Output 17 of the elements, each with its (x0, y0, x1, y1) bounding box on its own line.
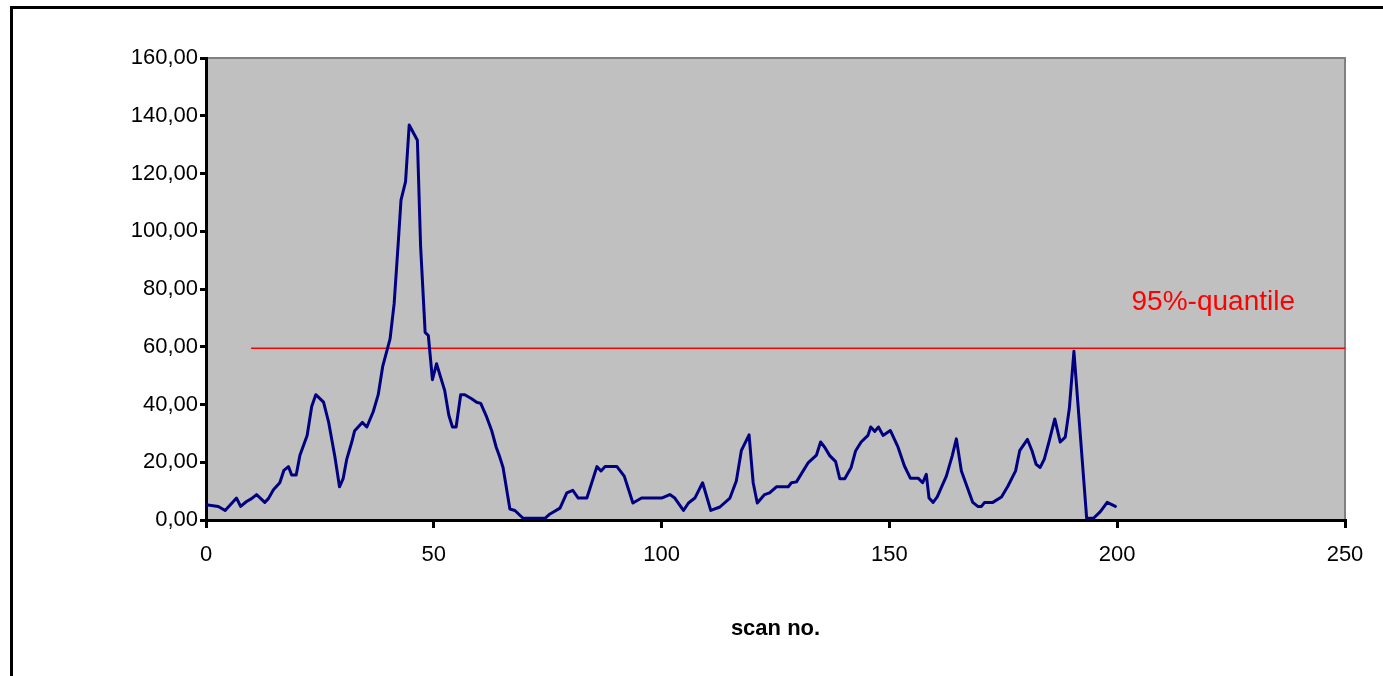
y-tick-label: 140,00 (130, 101, 198, 127)
y-tick-label: 80,00 (142, 275, 198, 301)
y-tick-label: 40,00 (142, 390, 198, 416)
x-axis-title: scan no. (730, 614, 821, 640)
x-tick-label: 150 (871, 541, 908, 567)
x-tick-label: 100 (643, 541, 680, 567)
x-tick-label: 50 (421, 541, 447, 567)
y-tick-label: 120,00 (130, 159, 198, 185)
x-tick-label: 250 (1326, 541, 1364, 567)
series-label: 95%-quantile (1131, 284, 1295, 316)
y-tick-label: 160,00 (130, 44, 198, 70)
y-tick-label: 0,00 (155, 506, 198, 532)
x-tick-label: 0 (199, 541, 213, 567)
y-tick-label: 60,00 (142, 332, 198, 358)
x-tick-label: 200 (1098, 541, 1136, 567)
y-tick-label: 20,00 (142, 448, 198, 474)
y-tick-label: 100,00 (130, 217, 198, 243)
